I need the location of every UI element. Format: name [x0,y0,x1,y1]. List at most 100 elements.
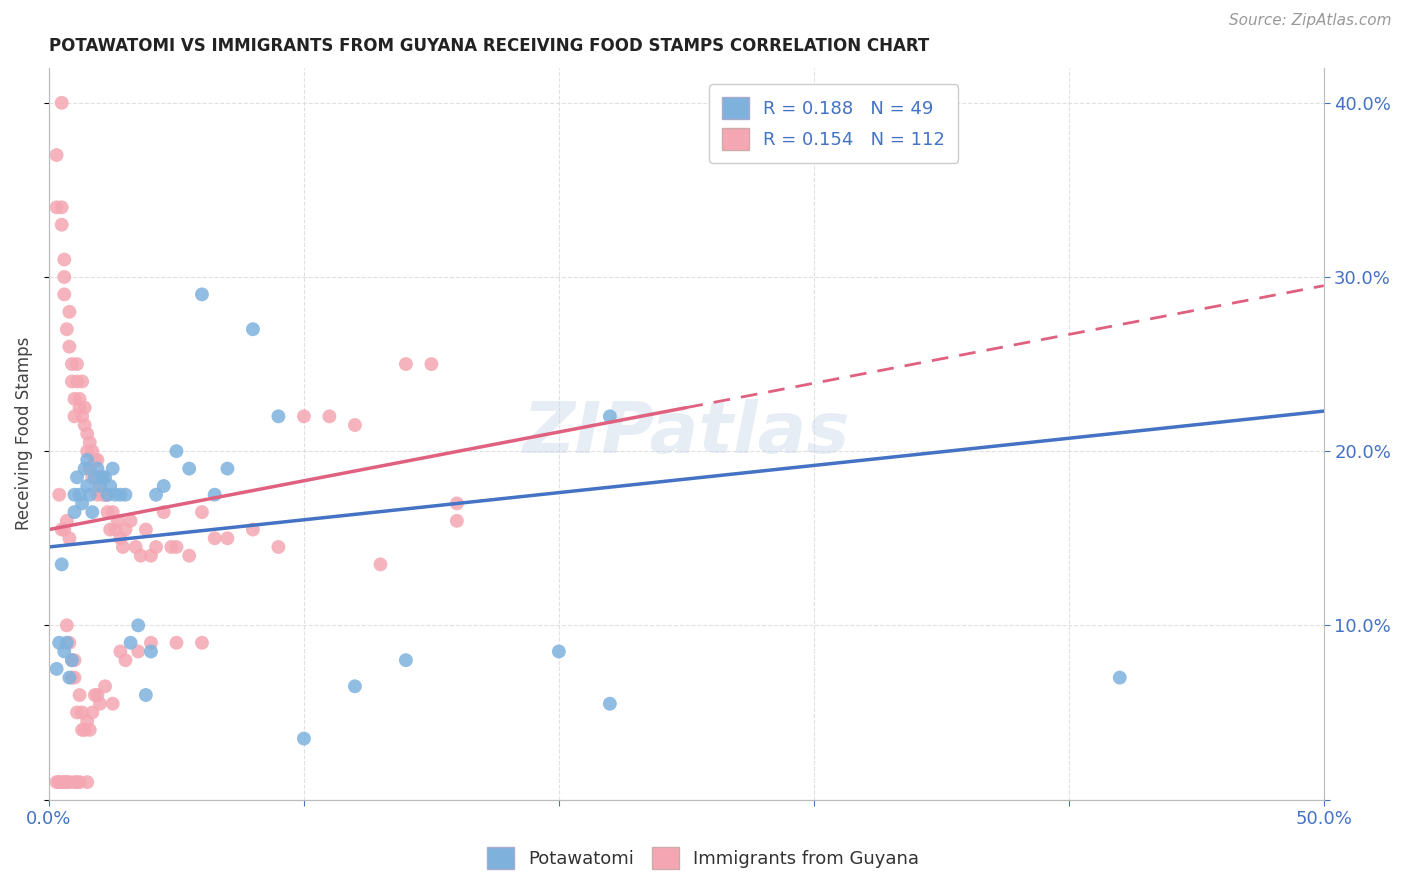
Point [97,505,120,519]
Point [45,148,67,162]
Point [69,401,91,415]
Text: Source: ZipAtlas.com: Source: ZipAtlas.com [1229,13,1392,29]
Point [89,479,111,493]
Point [66,357,89,371]
Point [48,636,70,650]
Point [53,252,76,267]
Point [165,540,187,554]
Point [76,775,98,789]
Point [69,775,91,789]
Point [76,479,98,493]
Point [179,549,201,563]
Point [73,401,96,415]
Point [82,505,104,519]
Point [318,409,340,424]
Point [48,488,70,502]
Point [110,531,132,545]
Point [94,470,117,484]
Point [217,461,239,475]
Point [292,409,315,424]
Point [63,488,86,502]
Point [160,540,183,554]
Point [53,523,76,537]
Point [79,435,101,450]
Point [48,775,70,789]
Text: ZIPatlas: ZIPatlas [523,400,851,468]
Point [599,409,621,424]
Point [48,775,70,789]
Point [104,523,127,537]
Point [124,540,146,554]
Point [101,505,124,519]
Point [599,697,621,711]
Point [97,488,120,502]
Point [395,653,418,667]
Point [446,514,468,528]
Point [89,479,111,493]
Point [60,671,83,685]
Legend: R = 0.188   N = 49, R = 0.154   N = 112: R = 0.188 N = 49, R = 0.154 N = 112 [709,85,957,162]
Point [63,775,86,789]
Point [76,426,98,441]
Point [76,453,98,467]
Point [76,714,98,728]
Point [179,461,201,475]
Point [91,470,114,484]
Point [135,523,157,537]
Point [114,488,136,502]
Point [91,470,114,484]
Point [110,644,132,658]
Point [114,523,136,537]
Point [111,540,134,554]
Point [343,417,366,432]
Point [76,444,98,458]
Point [45,775,67,789]
Point [82,470,104,484]
Point [83,470,105,484]
Point [152,505,174,519]
Point [58,671,80,685]
Point [70,496,93,510]
Point [191,287,214,301]
Point [83,688,105,702]
Point [127,644,149,658]
Point [853,122,876,136]
Point [58,636,80,650]
Point [94,488,117,502]
Point [63,653,86,667]
Point [60,375,83,389]
Point [120,636,142,650]
Point [395,357,418,371]
Point [86,688,108,702]
Point [91,488,114,502]
Point [70,409,93,424]
Point [204,488,226,502]
Point [82,444,104,458]
Point [420,357,443,371]
Point [94,488,117,502]
Point [66,706,89,720]
Point [110,488,132,502]
Point [56,636,79,650]
Point [107,514,129,528]
Point [79,723,101,737]
Point [51,558,73,572]
Point [73,723,96,737]
Point [69,392,91,406]
Point [127,618,149,632]
Point [135,688,157,702]
Point [63,671,86,685]
Point [165,444,187,458]
Point [70,375,93,389]
Point [51,523,73,537]
Point [58,531,80,545]
Point [145,540,167,554]
Point [242,322,264,336]
Point [86,488,108,502]
Point [139,636,162,650]
Point [139,549,162,563]
Point [73,417,96,432]
Point [114,653,136,667]
Point [53,775,76,789]
Point [242,523,264,537]
